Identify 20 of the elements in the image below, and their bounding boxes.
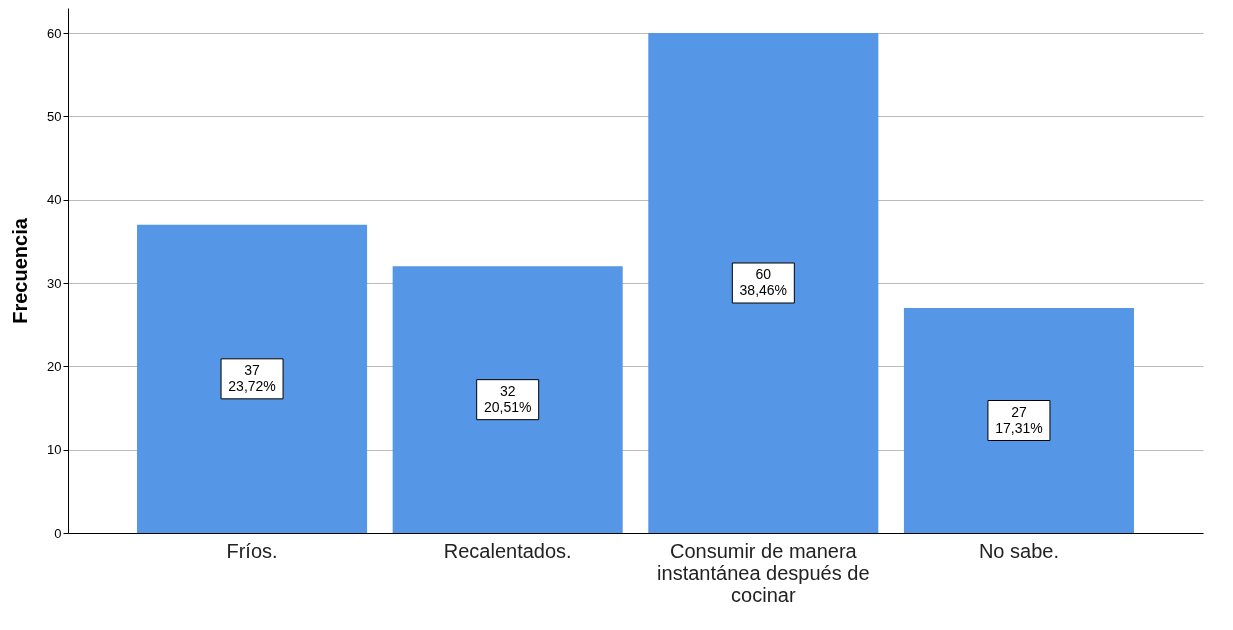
bar [392, 266, 623, 533]
bar [903, 308, 1134, 533]
x-tick-label: No sabe. [978, 539, 1059, 562]
data-label: 37 23,72% [228, 361, 276, 394]
y-tick-label: 40 [47, 192, 62, 208]
x-tick-label: Fríos. [226, 539, 278, 562]
y-tick-label: 0 [54, 525, 62, 541]
y-tick-label: 10 [47, 442, 62, 458]
data-label: 32 20,51% [483, 382, 532, 415]
y-tick-label: 20 [47, 358, 62, 374]
bar [137, 224, 368, 533]
data-label: 27 17,31% [995, 403, 1043, 436]
x-tick-label: Consumir de manera instantánea después de cocinar [657, 539, 870, 606]
y-axis-title: Frecuencia [9, 217, 32, 324]
y-tick-label: 30 [47, 275, 62, 291]
data-label: 60 38,46% [739, 266, 788, 298]
y-tick-label: 60 [47, 25, 62, 41]
x-tick-label: Recalentados. [443, 539, 572, 562]
y-tick-label: 50 [47, 108, 62, 124]
bar [648, 33, 879, 533]
